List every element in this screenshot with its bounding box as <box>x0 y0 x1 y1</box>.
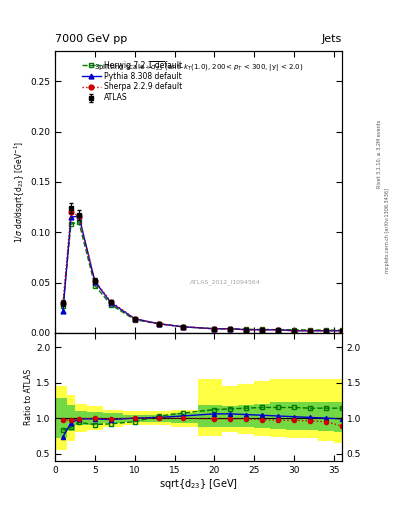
Herwig 7.2.1 default <box>228 326 233 332</box>
Pythia 8.308 default <box>340 328 344 334</box>
Sherpa 2.2.9 default <box>132 315 137 322</box>
Pythia 8.308 default <box>77 213 81 219</box>
Herwig 7.2.1 default <box>340 327 344 333</box>
Text: Splitting scale $\sqrt{d_{23}}$ (anti-$k_{T}$(1.0), 200< $p_{T}$ < 300, |y| < 2.: Splitting scale $\sqrt{d_{23}}$ (anti-$k… <box>94 60 303 74</box>
Herwig 7.2.1 default <box>323 327 328 333</box>
Sherpa 2.2.9 default <box>292 328 296 334</box>
Y-axis label: Ratio to ATLAS: Ratio to ATLAS <box>24 369 33 425</box>
Pythia 8.308 default <box>156 321 161 327</box>
Text: 7000 GeV pp: 7000 GeV pp <box>55 33 127 44</box>
Pythia 8.308 default <box>132 315 137 322</box>
Herwig 7.2.1 default <box>156 321 161 327</box>
Sherpa 2.2.9 default <box>260 327 264 333</box>
Text: Rivet 3.1.10, ≥ 3.2M events: Rivet 3.1.10, ≥ 3.2M events <box>377 119 382 188</box>
Pythia 8.308 default <box>323 328 328 334</box>
Pythia 8.308 default <box>244 327 249 333</box>
Line: Pythia 8.308 default: Pythia 8.308 default <box>61 214 344 333</box>
Herwig 7.2.1 default <box>108 302 113 308</box>
Pythia 8.308 default <box>292 328 296 334</box>
Herwig 7.2.1 default <box>212 326 217 332</box>
Legend: Herwig 7.2.1 default, Pythia 8.308 default, Sherpa 2.2.9 default, ATLAS: Herwig 7.2.1 default, Pythia 8.308 defau… <box>82 60 182 102</box>
Text: mcplots.cern.ch [arXiv:1306.3436]: mcplots.cern.ch [arXiv:1306.3436] <box>385 188 389 273</box>
Herwig 7.2.1 default <box>276 327 281 333</box>
Herwig 7.2.1 default <box>77 219 81 225</box>
Pythia 8.308 default <box>69 214 73 220</box>
X-axis label: sqrt{d$_{23}$} [GeV]: sqrt{d$_{23}$} [GeV] <box>159 477 238 492</box>
Herwig 7.2.1 default <box>61 303 65 309</box>
Pythia 8.308 default <box>308 328 312 334</box>
Sherpa 2.2.9 default <box>156 321 161 327</box>
Line: Herwig 7.2.1 default: Herwig 7.2.1 default <box>61 220 344 333</box>
Pythia 8.308 default <box>228 326 233 332</box>
Pythia 8.308 default <box>92 279 97 285</box>
Sherpa 2.2.9 default <box>108 298 113 305</box>
Sherpa 2.2.9 default <box>77 213 81 219</box>
Sherpa 2.2.9 default <box>244 327 249 333</box>
Herwig 7.2.1 default <box>180 324 185 330</box>
Sherpa 2.2.9 default <box>323 328 328 334</box>
Herwig 7.2.1 default <box>69 221 73 227</box>
Sherpa 2.2.9 default <box>61 300 65 306</box>
Text: ATLAS_2012_I1094564: ATLAS_2012_I1094564 <box>190 279 261 285</box>
Herwig 7.2.1 default <box>308 327 312 333</box>
Sherpa 2.2.9 default <box>212 326 217 332</box>
Sherpa 2.2.9 default <box>180 324 185 330</box>
Sherpa 2.2.9 default <box>69 209 73 215</box>
Line: Sherpa 2.2.9 default: Sherpa 2.2.9 default <box>61 210 344 333</box>
Pythia 8.308 default <box>260 327 264 333</box>
Herwig 7.2.1 default <box>92 283 97 289</box>
Pythia 8.308 default <box>212 326 217 332</box>
Sherpa 2.2.9 default <box>92 278 97 284</box>
Herwig 7.2.1 default <box>244 326 249 332</box>
Pythia 8.308 default <box>180 324 185 330</box>
Pythia 8.308 default <box>276 327 281 333</box>
Herwig 7.2.1 default <box>132 316 137 323</box>
Herwig 7.2.1 default <box>260 327 264 333</box>
Herwig 7.2.1 default <box>292 327 296 333</box>
Pythia 8.308 default <box>61 308 65 314</box>
Sherpa 2.2.9 default <box>228 326 233 332</box>
Y-axis label: 1/$\sigma$ d$\sigma$/dsqrt{d$_{23}$} [GeV$^{-1}$]: 1/$\sigma$ d$\sigma$/dsqrt{d$_{23}$} [Ge… <box>13 141 27 243</box>
Sherpa 2.2.9 default <box>340 328 344 334</box>
Text: Jets: Jets <box>321 33 342 44</box>
Sherpa 2.2.9 default <box>276 327 281 333</box>
Sherpa 2.2.9 default <box>308 328 312 334</box>
Pythia 8.308 default <box>108 300 113 306</box>
